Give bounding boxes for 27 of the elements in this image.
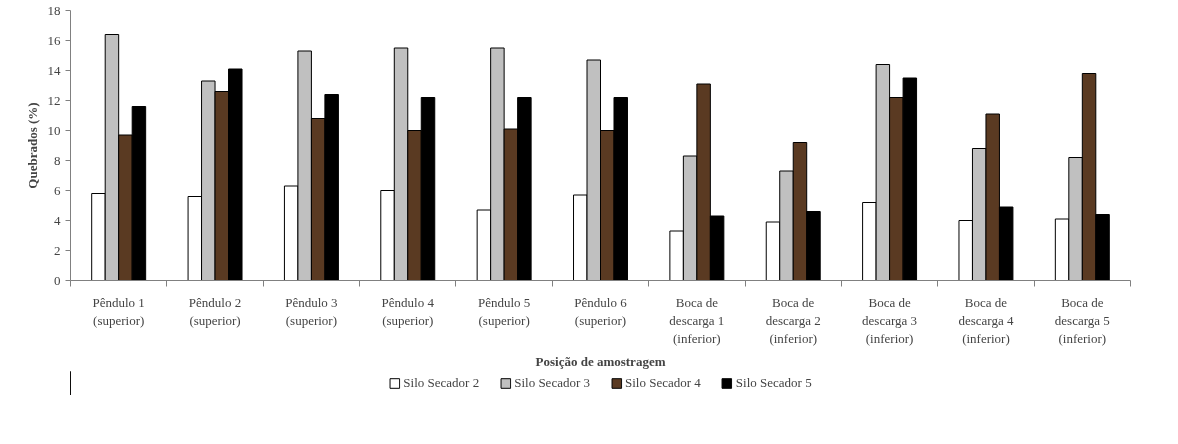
- x-tick-label: Boca de descarga 2 (inferior): [765, 294, 821, 346]
- y-tick-label: 12: [47, 92, 61, 108]
- legend-label: Silo Secador 3: [514, 375, 590, 391]
- x-tick-label: Boca de descarga 1 (inferior): [669, 294, 725, 346]
- y-tick-label: 2: [54, 242, 61, 258]
- x-tick-label: Pêndulo 1 (superior): [92, 294, 145, 328]
- y-axis-title: Quebrados (%): [24, 102, 40, 189]
- x-tick-label: Boca de descarga 4 (inferior): [958, 294, 1014, 346]
- x-tick-label: Pêndulo 2 (superior): [188, 294, 242, 328]
- x-tick-label: Pêndulo 4 (superior): [381, 294, 435, 328]
- y-tick-label: 0: [54, 272, 61, 288]
- y-tick-label: 6: [54, 182, 61, 198]
- y-tick-label: 16: [47, 32, 61, 48]
- legend-label: Silo Secador 5: [735, 375, 812, 391]
- x-tick-label: Boca de descarga 3 (inferior): [862, 294, 918, 346]
- legend-label: Silo Secador 2: [403, 375, 480, 391]
- x-axis-title: Posição de amostragem: [535, 353, 666, 369]
- x-tick-label: Pêndulo 5 (superior): [477, 294, 531, 328]
- y-tick-label: 8: [54, 152, 61, 168]
- y-tick-label: 4: [54, 212, 61, 228]
- legend-label: Silo Secador 4: [625, 375, 701, 391]
- y-tick-label: 14: [47, 62, 61, 78]
- y-tick-label: 18: [47, 2, 61, 18]
- x-tick-label: Boca de descarga 5 (inferior): [1054, 294, 1110, 346]
- y-tick-label: 10: [47, 122, 61, 138]
- x-tick-label: Pêndulo 6 (superior): [574, 294, 628, 328]
- x-tick-label: Pêndulo 3 (superior): [285, 294, 338, 328]
